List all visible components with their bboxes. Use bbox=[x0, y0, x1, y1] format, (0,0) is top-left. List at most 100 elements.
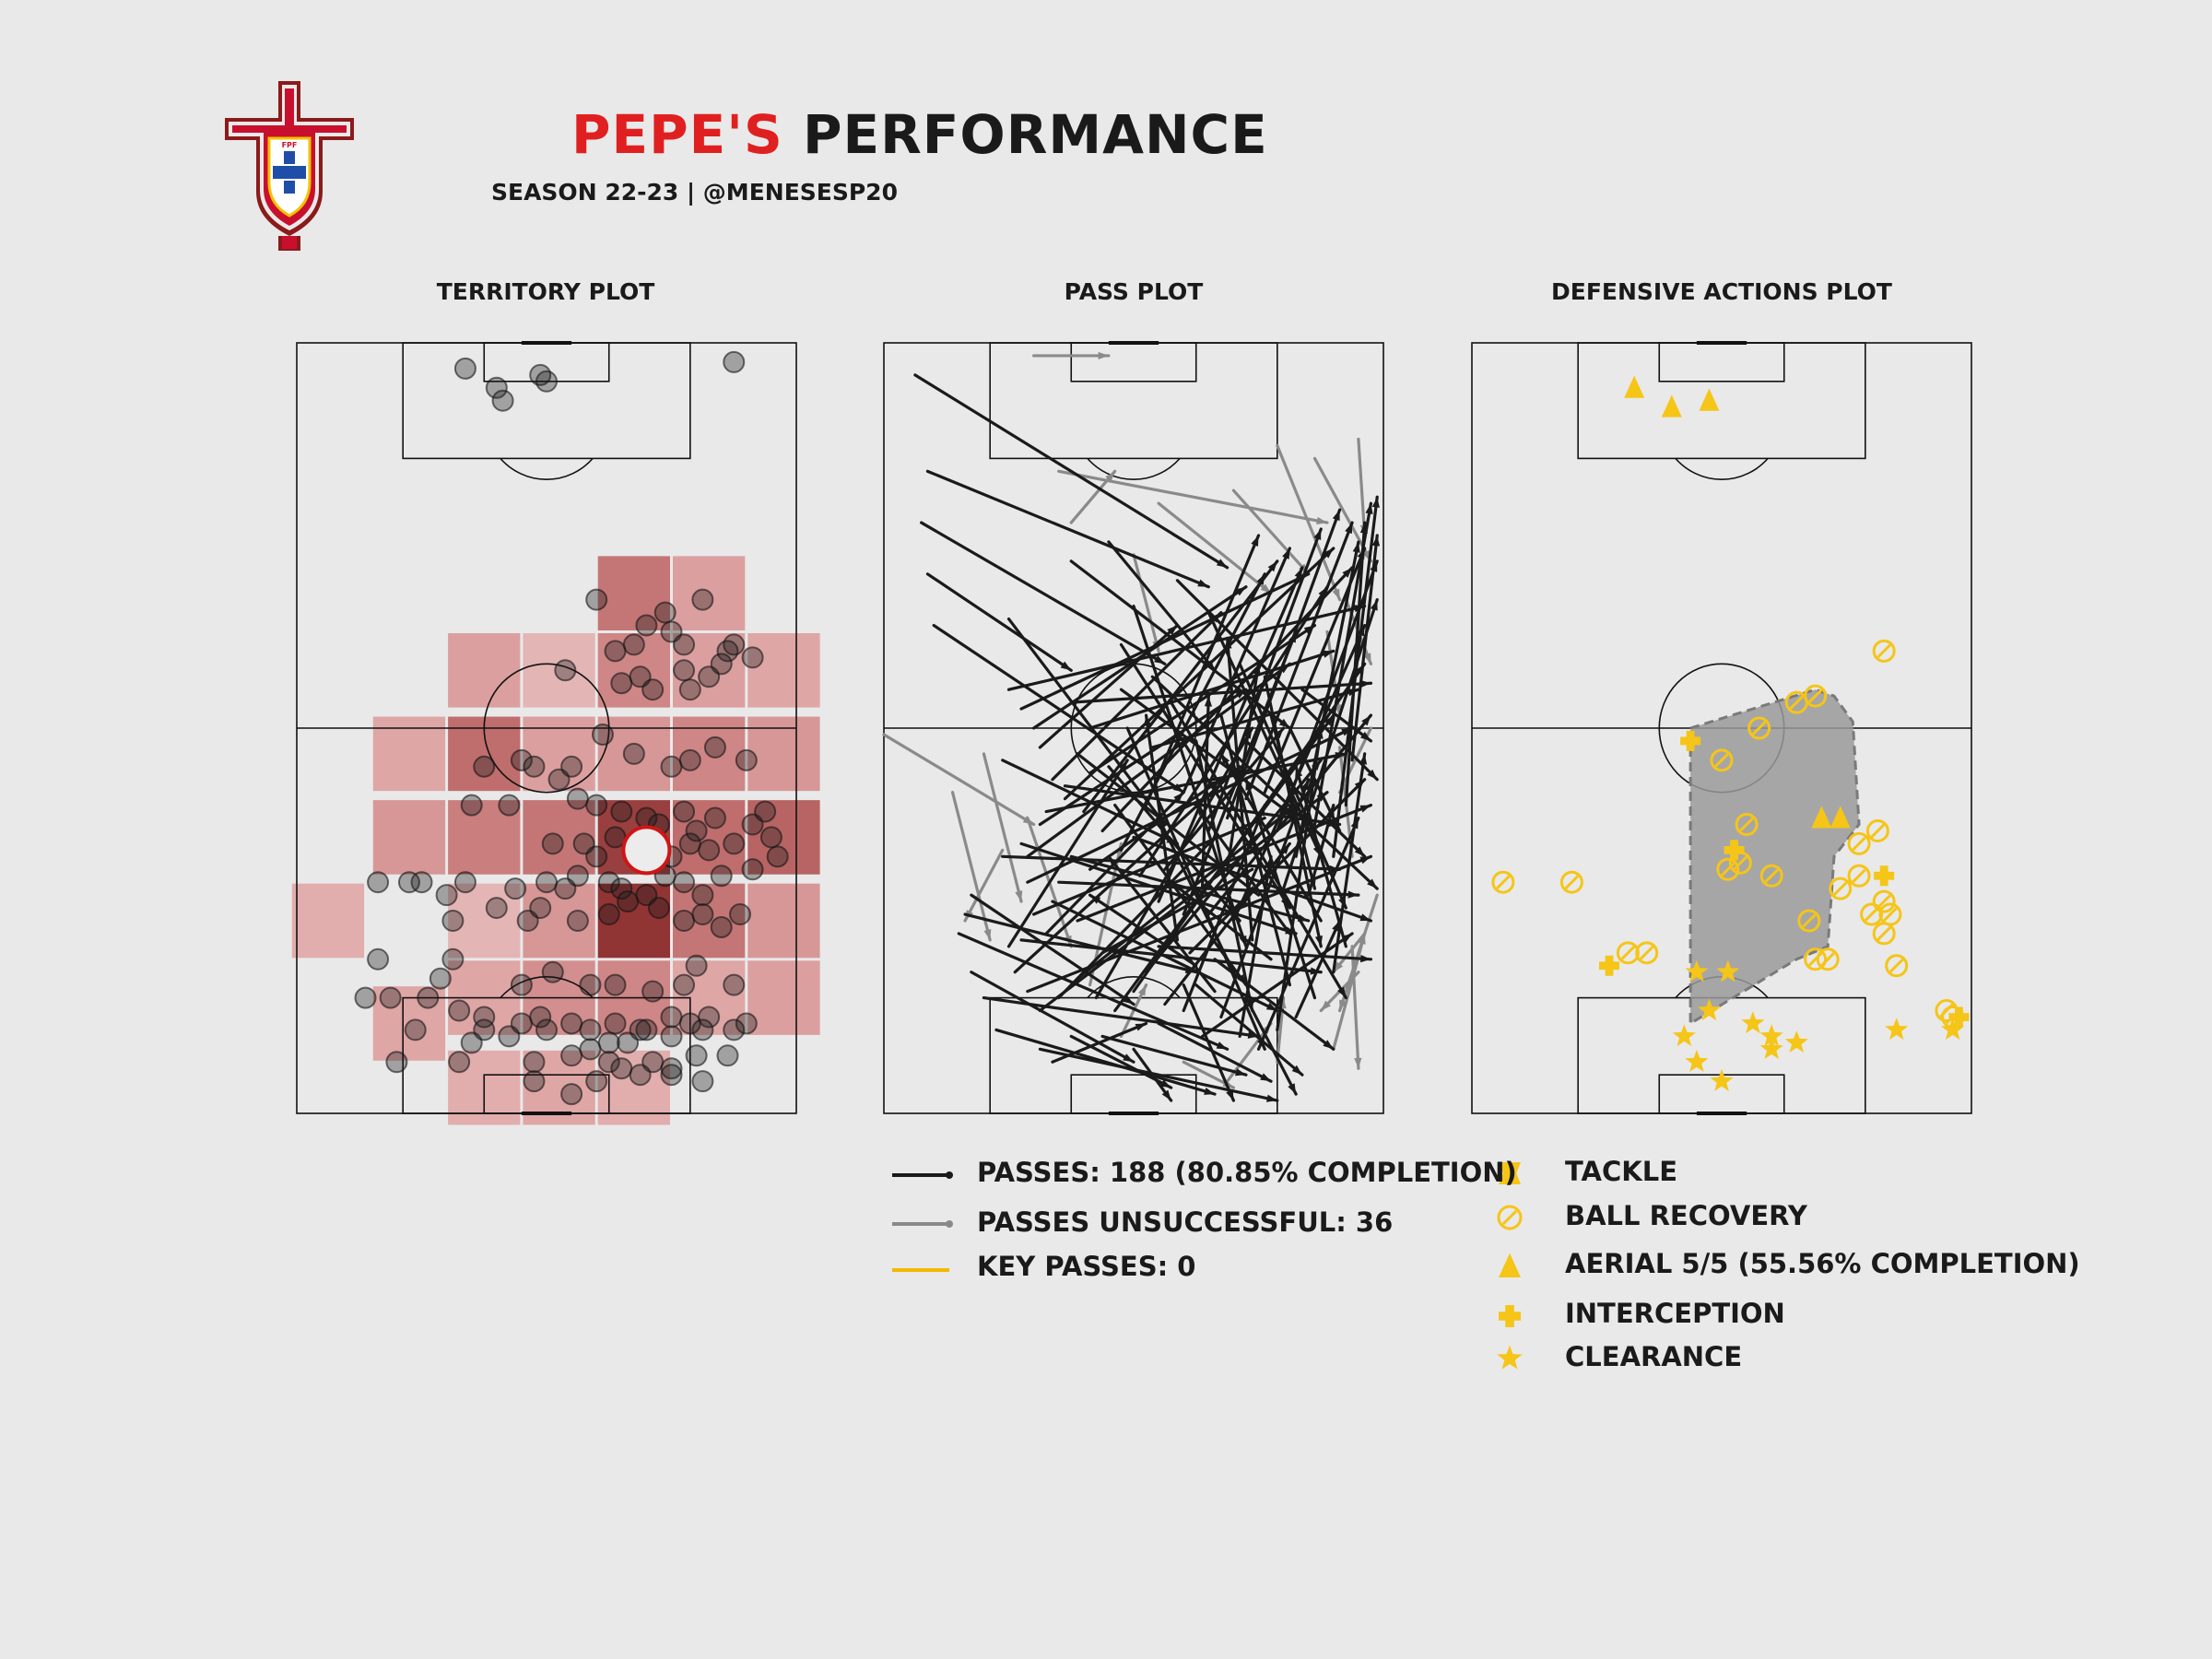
legend-ball-recovery-label: Ball Recovery bbox=[1565, 1200, 1807, 1231]
touch-point bbox=[448, 999, 471, 1022]
heatmap-bin bbox=[673, 716, 746, 792]
clearance-icon bbox=[1497, 1345, 1523, 1370]
touch-point bbox=[723, 1018, 746, 1041]
touch-point bbox=[723, 350, 746, 373]
pass-arrow bbox=[1332, 752, 1367, 974]
pass-arrowhead bbox=[1359, 731, 1371, 741]
pass-arrowhead bbox=[1347, 688, 1359, 697]
touch-point bbox=[698, 1006, 721, 1029]
pass-arrowhead bbox=[1316, 516, 1328, 524]
pass-plot-title: Pass Plot bbox=[1064, 278, 1204, 305]
pass-arrowhead bbox=[1359, 679, 1371, 688]
pass-arrowhead bbox=[1260, 1073, 1272, 1082]
pass-arrowhead bbox=[1251, 535, 1259, 547]
touch-point bbox=[435, 884, 458, 907]
ball-recovery-marker-slash bbox=[1820, 952, 1835, 967]
pass-arrow bbox=[1307, 803, 1335, 897]
pass-arrow bbox=[925, 572, 1073, 672]
touch-point bbox=[710, 653, 733, 676]
clearance-marker bbox=[1885, 1018, 1909, 1041]
pass-arrowhead bbox=[1313, 529, 1322, 541]
pass-arrowhead bbox=[1359, 523, 1369, 534]
pass-arrowhead bbox=[1235, 586, 1246, 596]
ball-recovery-icon bbox=[1497, 1205, 1523, 1230]
pass-arrow bbox=[970, 971, 1135, 1064]
pass-arrowhead bbox=[1357, 625, 1365, 637]
pass-arrowhead bbox=[1333, 961, 1344, 972]
pass-arrow bbox=[970, 893, 1135, 1006]
defensive-actions-plot-title: Defensive Actions Plot bbox=[1551, 278, 1892, 305]
pass-arrowhead bbox=[1204, 1087, 1216, 1095]
ball-recovery-marker bbox=[1872, 639, 1896, 663]
touch-point bbox=[660, 1025, 683, 1048]
pass-arrowhead bbox=[1371, 497, 1380, 508]
touch-point bbox=[691, 1070, 714, 1093]
fpf-crest-icon: FPF bbox=[225, 81, 354, 251]
touch-point bbox=[604, 1012, 627, 1035]
touch-point bbox=[498, 1025, 521, 1048]
touch-point bbox=[597, 871, 620, 894]
pass-arrowhead bbox=[1359, 753, 1368, 765]
pass-arrowhead bbox=[1234, 1068, 1246, 1077]
pass-arrowhead bbox=[1236, 974, 1246, 985]
pass-arrow bbox=[1244, 995, 1298, 1096]
ball-recovery-marker bbox=[1559, 870, 1583, 894]
heatmap-bin bbox=[747, 716, 820, 792]
touch-point bbox=[741, 858, 764, 881]
aerial-marker bbox=[1811, 806, 1832, 829]
portugal-federation-logo: FPF bbox=[225, 81, 354, 254]
touch-point bbox=[735, 748, 758, 771]
ball-recovery-marker-slash bbox=[1640, 946, 1654, 960]
pass-arrowhead bbox=[1089, 895, 1101, 904]
pass-arrow bbox=[913, 373, 1230, 570]
pass-arrowhead bbox=[1303, 625, 1315, 635]
ball-recovery-marker bbox=[1872, 922, 1896, 946]
touch-point bbox=[622, 742, 645, 765]
touch-point bbox=[523, 1051, 546, 1074]
pass-arrowhead bbox=[1297, 573, 1309, 582]
pass-arrowhead bbox=[1280, 843, 1290, 854]
pass-arrow bbox=[925, 469, 1210, 589]
touch-point bbox=[566, 787, 589, 810]
ball-recovery-marker bbox=[1710, 748, 1734, 772]
touch-point bbox=[723, 633, 746, 656]
pass-arrowhead bbox=[1161, 1089, 1171, 1101]
ball-recovery-marker-slash bbox=[1733, 855, 1747, 870]
ball-recovery-marker bbox=[1816, 947, 1840, 971]
heatmap-bin bbox=[673, 556, 746, 630]
average-position-marker bbox=[621, 825, 672, 876]
pass-arrow bbox=[1019, 572, 1311, 711]
legend-icons bbox=[892, 1162, 1523, 1370]
pass-arrowhead bbox=[1361, 715, 1371, 726]
pass-arrowhead bbox=[1295, 766, 1303, 778]
pass-arrowhead bbox=[1359, 805, 1371, 813]
pass-arrow bbox=[1026, 726, 1354, 884]
heatmap-bin bbox=[597, 716, 670, 792]
touch-point bbox=[523, 1070, 546, 1093]
pass-arrowhead bbox=[1204, 696, 1213, 707]
penalty-arc bbox=[1675, 457, 1769, 480]
ball-recovery-marker-slash bbox=[1496, 875, 1511, 889]
pass-arrowhead bbox=[1288, 1083, 1297, 1095]
legend-aerial-label: Aerial 5/5 (55.56% Completion) bbox=[1565, 1248, 2080, 1279]
pass-arrowhead bbox=[1123, 1053, 1134, 1063]
pitch-line bbox=[1577, 996, 1866, 1114]
touch-point bbox=[653, 601, 677, 624]
pass-arrowhead bbox=[1159, 1079, 1171, 1088]
touch-point bbox=[660, 755, 683, 778]
touch-point bbox=[703, 806, 726, 830]
touch-point bbox=[597, 903, 620, 926]
legend-key-passes-label: Key Passes: 0 bbox=[977, 1251, 1196, 1282]
pass-arrow bbox=[1294, 919, 1342, 1019]
ball-recovery-marker-slash bbox=[1764, 868, 1779, 883]
ball-recovery-marker bbox=[1716, 857, 1740, 881]
failed-pass-arrow bbox=[1157, 501, 1273, 595]
touch-point bbox=[691, 1018, 714, 1041]
touch-point bbox=[660, 1057, 683, 1080]
touch-point bbox=[541, 960, 564, 983]
touch-point bbox=[610, 1057, 633, 1080]
pass-arrow bbox=[1182, 983, 1236, 1102]
pass-arrowhead bbox=[1216, 559, 1228, 568]
pass-arrow bbox=[1006, 759, 1129, 948]
touch-point bbox=[541, 832, 564, 855]
